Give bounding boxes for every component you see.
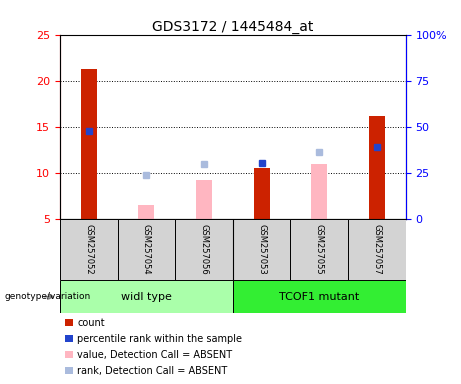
Bar [196,180,212,219]
Bar [233,280,406,313]
Text: value, Detection Call = ABSENT: value, Detection Call = ABSENT [77,350,232,360]
Text: GSM257056: GSM257056 [200,224,208,275]
Bar [118,219,175,280]
Title: GDS3172 / 1445484_at: GDS3172 / 1445484_at [152,20,313,33]
Text: count: count [77,318,105,328]
Bar [81,69,97,219]
Bar [348,219,406,280]
Bar [311,164,327,219]
Text: widl type: widl type [121,291,172,302]
Bar [254,168,270,219]
Text: GSM257057: GSM257057 [372,224,381,275]
Bar [175,219,233,280]
Bar [60,219,118,280]
Text: GSM257055: GSM257055 [315,224,324,275]
Bar [369,116,385,219]
Text: TCOF1 mutant: TCOF1 mutant [279,291,360,302]
Bar [233,219,290,280]
Bar [290,219,348,280]
Text: percentile rank within the sample: percentile rank within the sample [77,334,242,344]
Bar [138,205,154,219]
Text: genotype/variation: genotype/variation [5,292,91,301]
Text: GSM257053: GSM257053 [257,224,266,275]
Text: rank, Detection Call = ABSENT: rank, Detection Call = ABSENT [77,366,228,376]
Text: GSM257052: GSM257052 [84,224,93,275]
Text: GSM257054: GSM257054 [142,224,151,275]
Bar [60,280,233,313]
